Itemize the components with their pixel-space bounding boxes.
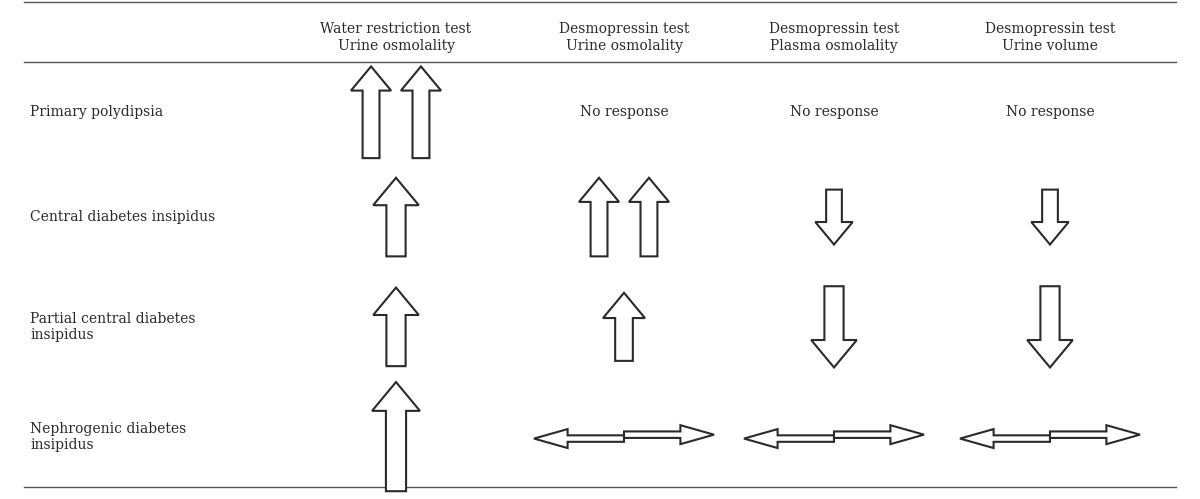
FancyArrow shape (1031, 190, 1069, 245)
FancyArrow shape (1027, 286, 1073, 367)
Text: Desmopressin test
Urine osmolality: Desmopressin test Urine osmolality (559, 22, 689, 53)
FancyArrow shape (960, 429, 1050, 448)
FancyArrow shape (744, 429, 834, 448)
Text: No response: No response (790, 105, 878, 119)
FancyArrow shape (373, 178, 419, 256)
FancyArrow shape (350, 66, 391, 158)
Text: No response: No response (580, 105, 668, 119)
FancyArrow shape (578, 178, 619, 256)
FancyArrow shape (834, 425, 924, 444)
FancyArrow shape (604, 293, 644, 361)
Text: Water restriction test
Urine osmolality: Water restriction test Urine osmolality (320, 22, 472, 53)
FancyArrow shape (1050, 425, 1140, 444)
FancyArrow shape (811, 286, 857, 367)
Text: Desmopressin test
Plasma osmolality: Desmopressin test Plasma osmolality (769, 22, 899, 53)
FancyArrow shape (372, 382, 420, 491)
Text: Central diabetes insipidus: Central diabetes insipidus (30, 210, 215, 224)
FancyArrow shape (629, 178, 670, 256)
FancyArrow shape (534, 429, 624, 448)
Text: Primary polydipsia: Primary polydipsia (30, 105, 163, 119)
FancyArrow shape (401, 66, 442, 158)
Text: Nephrogenic diabetes
insipidus: Nephrogenic diabetes insipidus (30, 422, 186, 452)
FancyArrow shape (624, 425, 714, 444)
FancyArrow shape (815, 190, 853, 245)
Text: Partial central diabetes
insipidus: Partial central diabetes insipidus (30, 312, 196, 342)
Text: Desmopressin test
Urine volume: Desmopressin test Urine volume (985, 22, 1115, 53)
Text: No response: No response (1006, 105, 1094, 119)
FancyArrow shape (373, 287, 419, 366)
